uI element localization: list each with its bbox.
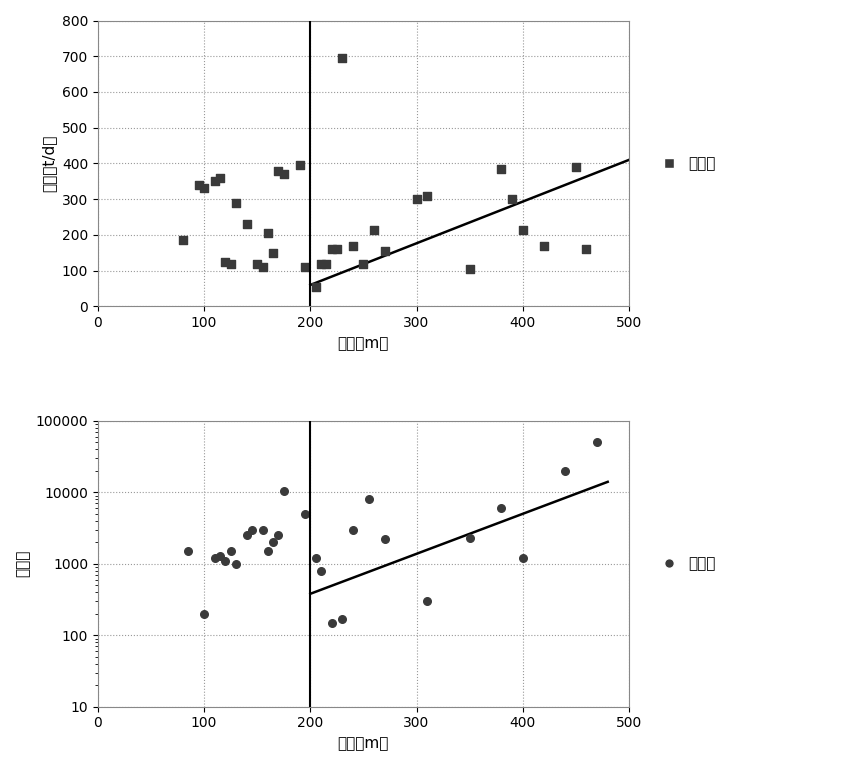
Point (176, 234, 190, 247)
Point (213, 172, 227, 184)
Point (266, 247, 280, 259)
Point (245, 523, 258, 535)
Point (208, 175, 222, 188)
Point (218, 256, 232, 268)
Point (224, 257, 237, 270)
Point (230, 197, 243, 209)
Point (224, 545, 237, 558)
Point (410, 193, 423, 205)
Point (346, 240, 360, 252)
Point (495, 162, 508, 175)
Point (266, 536, 280, 548)
Y-axis label: 产量（t/d）: 产量（t/d） (42, 135, 56, 192)
Point (362, 493, 376, 506)
Point (240, 218, 253, 231)
X-axis label: 厚度（m）: 厚度（m） (337, 736, 389, 751)
Point (230, 558, 243, 570)
Point (558, 465, 572, 477)
Legend: 鹰山组: 鹰山组 (647, 150, 722, 177)
Point (421, 189, 434, 201)
Point (181, 545, 195, 558)
Point (272, 529, 286, 542)
Point (298, 261, 312, 273)
Point (346, 523, 360, 535)
Point (213, 549, 227, 561)
Legend: 鹰山组: 鹰山组 (647, 550, 722, 578)
Point (218, 555, 232, 567)
Y-axis label: 气油比: 气油比 (15, 550, 30, 578)
Point (320, 257, 333, 270)
Point (378, 533, 392, 545)
Point (367, 224, 381, 236)
Point (463, 263, 477, 275)
Point (463, 532, 477, 544)
Point (357, 257, 371, 270)
Point (197, 182, 211, 195)
Point (314, 565, 328, 577)
Point (325, 617, 338, 629)
Point (537, 240, 551, 252)
Point (197, 607, 211, 620)
Point (293, 159, 307, 172)
Point (336, 613, 349, 625)
Point (378, 245, 392, 257)
Point (277, 485, 291, 497)
Point (208, 552, 222, 565)
Point (298, 508, 312, 520)
Point (516, 224, 530, 236)
Point (590, 436, 604, 448)
Point (309, 552, 322, 565)
Point (272, 165, 286, 177)
Point (192, 178, 206, 191)
Point (240, 529, 253, 542)
Point (580, 243, 593, 255)
Point (495, 502, 508, 514)
Point (309, 280, 322, 293)
Point (569, 161, 582, 173)
Point (277, 168, 291, 180)
Point (314, 257, 328, 270)
X-axis label: 厚度（m）: 厚度（m） (337, 336, 389, 351)
Point (336, 52, 349, 64)
Point (330, 243, 343, 255)
Point (325, 243, 338, 255)
Point (505, 193, 518, 205)
Point (256, 523, 269, 535)
Point (261, 545, 275, 558)
Point (251, 257, 264, 270)
Point (421, 595, 434, 607)
Point (256, 261, 269, 273)
Point (516, 552, 530, 565)
Point (261, 227, 275, 239)
